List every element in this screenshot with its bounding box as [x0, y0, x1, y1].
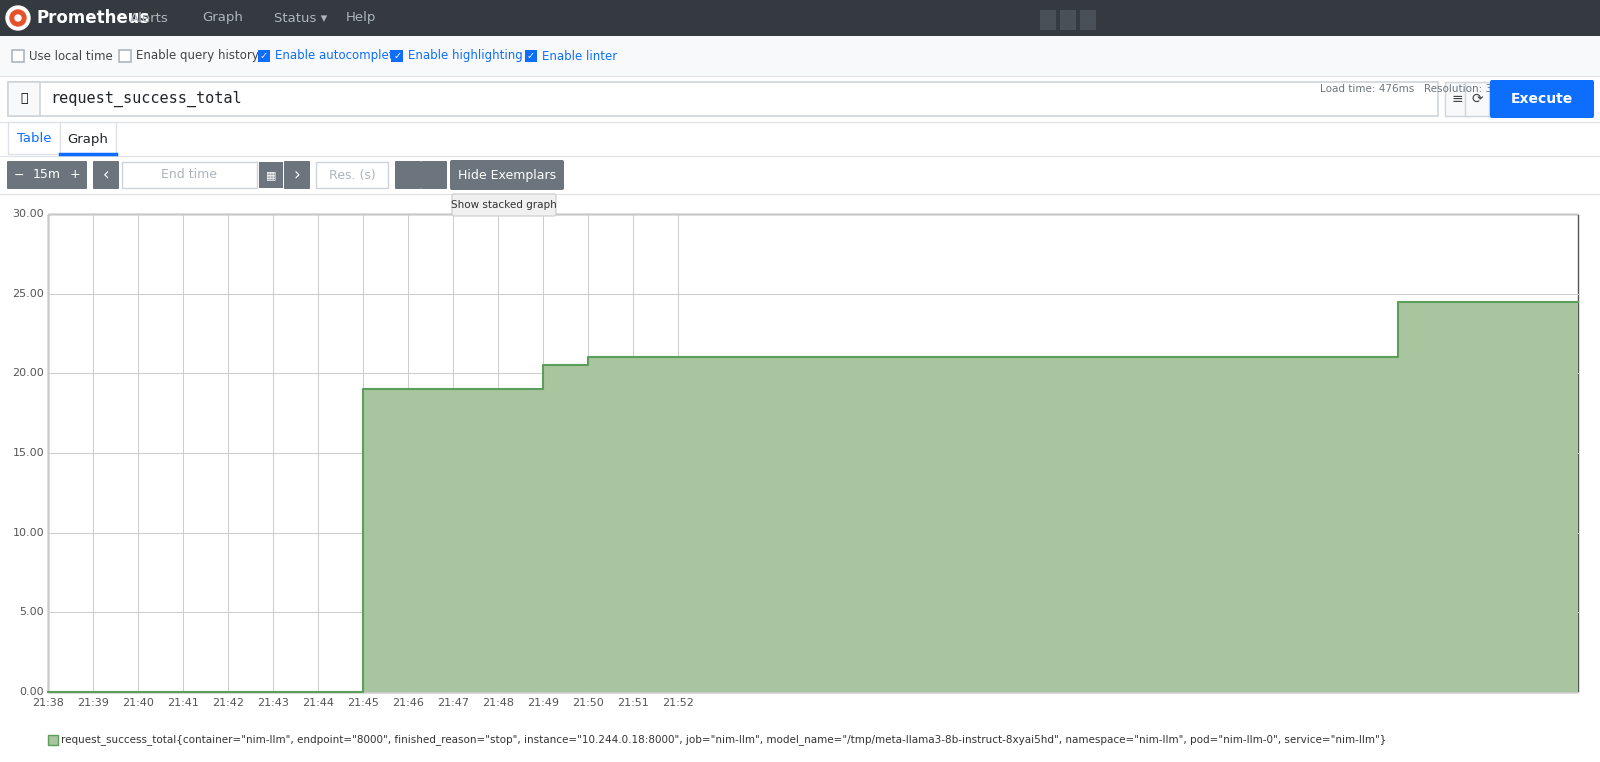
Circle shape — [10, 10, 26, 26]
FancyBboxPatch shape — [62, 161, 86, 189]
Text: +: + — [70, 168, 80, 181]
Text: 21:52: 21:52 — [662, 698, 694, 708]
Text: ≡: ≡ — [1451, 92, 1462, 106]
FancyBboxPatch shape — [395, 161, 421, 189]
Circle shape — [14, 15, 21, 21]
Text: ‹: ‹ — [102, 166, 109, 184]
Bar — [0, 76, 1600, 122]
Text: Use local time: Use local time — [29, 50, 112, 62]
Text: ⟳: ⟳ — [1470, 92, 1483, 106]
Bar — [317, 162, 387, 188]
Text: Show stacked graph: Show stacked graph — [451, 200, 557, 210]
Text: End time: End time — [162, 168, 218, 181]
Bar — [0, 0, 1600, 36]
Text: ✓: ✓ — [394, 51, 402, 61]
FancyBboxPatch shape — [93, 161, 118, 189]
FancyBboxPatch shape — [453, 194, 557, 216]
Text: 21:40: 21:40 — [122, 698, 154, 708]
FancyBboxPatch shape — [450, 160, 563, 190]
Bar — [259, 162, 283, 188]
Text: request_success_total: request_success_total — [50, 91, 242, 107]
Bar — [122, 162, 258, 188]
Text: Status ▾: Status ▾ — [274, 11, 328, 24]
Bar — [48, 214, 1578, 692]
Text: −: − — [14, 168, 24, 181]
Bar — [0, 36, 1600, 76]
Text: Hide Exemplars: Hide Exemplars — [458, 168, 557, 181]
Bar — [1059, 10, 1075, 30]
Bar — [0, 122, 1600, 156]
Text: ›: › — [294, 166, 301, 184]
Text: 21:41: 21:41 — [166, 698, 198, 708]
Bar — [1080, 10, 1096, 30]
Bar — [1445, 82, 1469, 116]
Text: 30.00: 30.00 — [13, 209, 45, 219]
FancyBboxPatch shape — [1490, 80, 1594, 118]
Text: 10.00: 10.00 — [13, 527, 45, 538]
Text: 21:42: 21:42 — [213, 698, 245, 708]
Text: 21:50: 21:50 — [573, 698, 603, 708]
Text: ✓: ✓ — [259, 51, 267, 61]
Text: Table: Table — [16, 133, 51, 146]
Text: 0.00: 0.00 — [19, 687, 45, 697]
Text: 21:49: 21:49 — [526, 698, 558, 708]
Text: Enable autocomplete: Enable autocomplete — [275, 50, 400, 62]
FancyBboxPatch shape — [6, 161, 30, 189]
Text: Res. (s): Res. (s) — [328, 168, 376, 181]
Text: 5.00: 5.00 — [19, 607, 45, 617]
FancyBboxPatch shape — [29, 161, 66, 189]
Text: 21:45: 21:45 — [347, 698, 379, 708]
Text: 20.00: 20.00 — [13, 368, 45, 379]
Text: Execute: Execute — [1510, 92, 1573, 106]
Bar — [0, 156, 1600, 194]
Text: 21:38: 21:38 — [32, 698, 64, 708]
Circle shape — [6, 6, 30, 30]
Bar — [1040, 10, 1056, 30]
Text: 25.00: 25.00 — [13, 289, 45, 299]
Text: Alerts: Alerts — [130, 11, 168, 24]
Text: ▦: ▦ — [266, 170, 277, 180]
FancyBboxPatch shape — [285, 161, 310, 189]
Bar — [1466, 82, 1490, 116]
Bar — [8, 122, 61, 154]
Bar — [8, 82, 1438, 116]
Text: 21:43: 21:43 — [258, 698, 290, 708]
Bar — [48, 735, 58, 745]
Bar — [392, 50, 403, 62]
Text: Enable linter: Enable linter — [542, 50, 618, 62]
Text: Prometheus: Prometheus — [35, 9, 149, 27]
Bar — [13, 50, 24, 62]
Text: 🔍: 🔍 — [21, 92, 27, 105]
Bar — [118, 50, 131, 62]
Text: 21:51: 21:51 — [618, 698, 650, 708]
Polygon shape — [48, 302, 1578, 692]
Text: 21:47: 21:47 — [437, 698, 469, 708]
Text: 15m: 15m — [34, 168, 61, 181]
Text: 21:46: 21:46 — [392, 698, 424, 708]
Text: Load time: 476ms   Resolution: 3s   Result series: 1: Load time: 476ms Resolution: 3s Result s… — [1320, 84, 1587, 94]
FancyBboxPatch shape — [421, 161, 446, 189]
Text: Graph: Graph — [202, 11, 243, 24]
Text: 21:48: 21:48 — [482, 698, 514, 708]
Text: Graph: Graph — [67, 133, 109, 146]
Text: Enable highlighting: Enable highlighting — [408, 50, 523, 62]
Text: Enable query history: Enable query history — [136, 50, 259, 62]
Text: 15.00: 15.00 — [13, 448, 45, 458]
Bar — [61, 122, 115, 154]
Text: request_success_total{container="nim-llm", endpoint="8000", finished_reason="sto: request_success_total{container="nim-llm… — [61, 735, 1386, 745]
Text: Help: Help — [346, 11, 376, 24]
Text: ✓: ✓ — [526, 51, 534, 61]
Text: 21:39: 21:39 — [77, 698, 109, 708]
Bar — [525, 50, 538, 62]
Bar — [8, 82, 40, 116]
Text: 21:44: 21:44 — [302, 698, 334, 708]
Bar — [258, 50, 269, 62]
